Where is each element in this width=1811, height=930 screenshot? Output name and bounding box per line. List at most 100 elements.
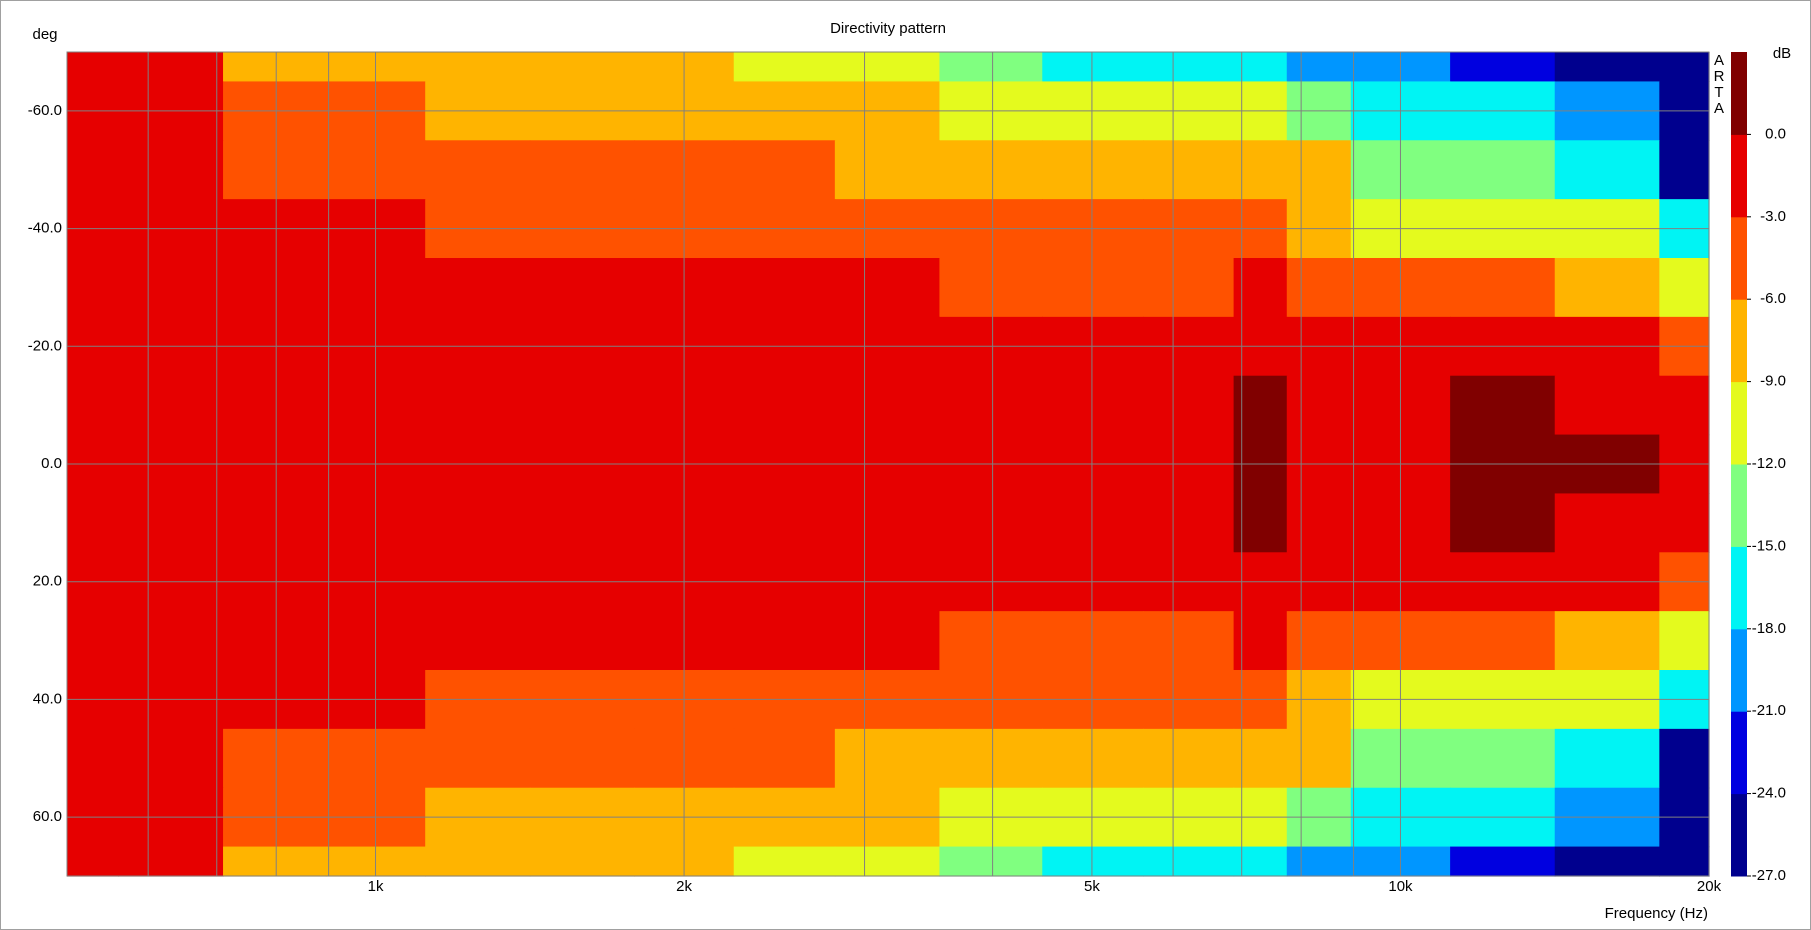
heat-cell [67,140,120,200]
colorbar-band [1731,464,1747,547]
heat-cell [529,846,636,877]
heat-cell [1143,611,1235,671]
heat-cell [1659,846,1710,877]
heat-cell [529,258,636,318]
heat-cell [834,846,941,877]
heat-cell [118,611,224,671]
heat-cell [223,728,327,789]
heat-cell [1143,846,1235,877]
heat-cell [425,258,531,318]
y-tick-label: -60.0 [28,102,62,119]
heat-cell [834,728,941,789]
heat-cell [834,611,941,671]
plot-border [66,51,1710,877]
colorbar-tick-label: -27.0 [1752,867,1786,884]
heat-cell [834,140,941,200]
heat-cell [67,493,120,553]
heat-cell [1143,140,1235,200]
heat-cell [1233,611,1288,671]
colorbar-band [1731,52,1747,135]
heat-cell [118,375,224,436]
colorbar-label: dB [1773,45,1791,62]
heat-cell [834,493,941,553]
heat-cell [733,493,836,553]
heat-cell [425,375,531,436]
heat-cell [223,52,327,83]
heat-cell [529,52,636,83]
heat-cell [425,493,531,553]
heat-cell [118,140,224,200]
heat-cell [67,52,120,83]
heat-cell [1659,611,1710,671]
heat-cell [834,375,941,436]
heat-cell [1286,846,1352,877]
colorbar-band [1731,628,1747,712]
heat-cell [1450,846,1556,877]
heat-cell [118,846,224,877]
heat-cell [1233,140,1288,200]
heat-cell [1286,52,1352,83]
y-tick-label: -40.0 [28,220,62,237]
heat-cell [118,52,224,83]
heat-cell [1233,728,1288,789]
heat-cell [733,846,836,877]
heat-cell [939,375,1043,436]
heat-cell [223,375,327,436]
heat-cell [67,728,120,789]
heat-cell [1659,493,1710,553]
heat-cell [1286,140,1352,200]
heat-cell [733,258,836,318]
heat-cell [1450,728,1556,789]
heat-cell [1042,258,1144,318]
heat-cell [834,52,941,83]
y-tick-label: 0.0 [41,455,62,472]
heat-cell [223,258,327,318]
heat-cell [1042,611,1144,671]
heat-cell [939,728,1043,789]
heat-cell [1233,258,1288,318]
colorbar-band [1731,216,1747,300]
heat-cell [1554,493,1660,553]
heat-cell [733,140,836,200]
colorbar-tick-label: -24.0 [1752,785,1786,802]
heat-cell [1233,493,1288,553]
heat-cell [1233,375,1288,436]
heat-cell [1554,52,1660,83]
logo-letter: R [1714,68,1725,85]
x-tick-label: 1k [368,878,384,895]
heat-cell [1143,728,1235,789]
heat-cell [118,258,224,318]
heat-cell [425,611,531,671]
heat-cell [1286,728,1352,789]
heat-cell [1554,728,1660,789]
heat-cell [1042,52,1144,83]
heat-cell [1450,52,1556,83]
heat-cell [529,611,636,671]
heat-cell [1450,375,1556,436]
heat-cell [223,611,327,671]
heat-cell [223,140,327,200]
heat-cell [67,375,120,436]
heat-cell [1554,258,1660,318]
heat-cell [1143,375,1235,436]
heat-cell [1659,375,1710,436]
x-tick-label: 10k [1388,878,1413,895]
heat-cell [1554,140,1660,200]
heat-cell [425,140,531,200]
logo-letter: A [1714,52,1724,69]
colorbar-tick-label: 0.0 [1765,125,1786,142]
heat-cell [223,493,327,553]
heat-cell [1450,493,1556,553]
heat-cell [425,728,531,789]
heat-cell [1286,375,1352,436]
heat-cell [1042,728,1144,789]
heat-cell [1042,375,1144,436]
heat-cell [529,728,636,789]
heat-cell [1659,258,1710,318]
colorbar-tick-label: -21.0 [1752,702,1786,719]
heat-cell [223,846,327,877]
heat-cell [939,140,1043,200]
y-tick-label: -20.0 [28,337,62,354]
heat-cell [1143,258,1235,318]
